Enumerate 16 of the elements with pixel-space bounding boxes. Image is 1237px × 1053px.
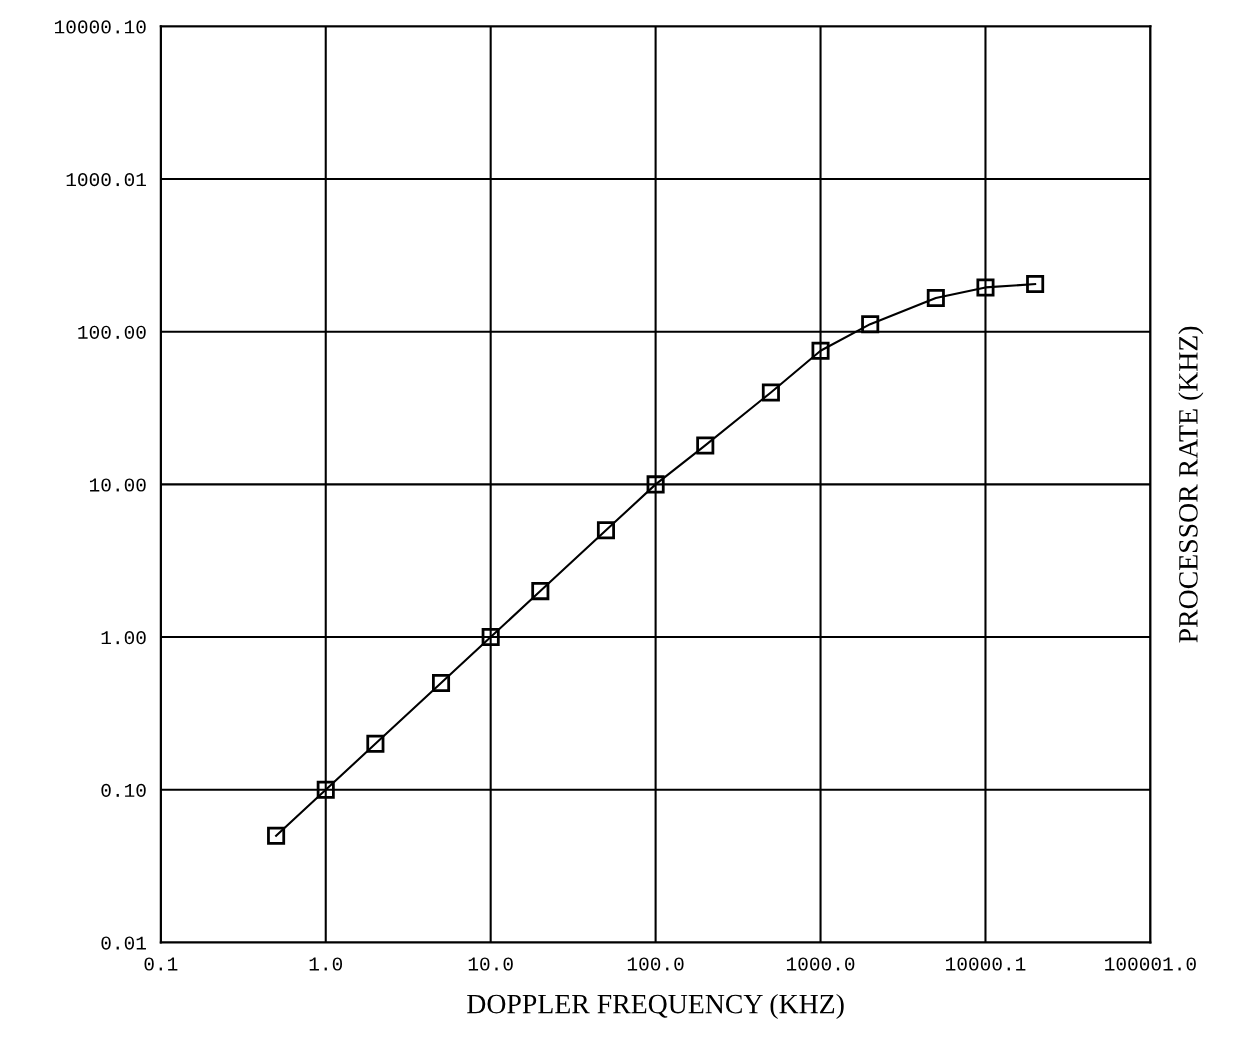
x-tick-label: 100.0 bbox=[627, 957, 684, 971]
x-tick-label: 1.0 bbox=[309, 957, 343, 971]
y-tick-label: 10000.10 bbox=[54, 20, 146, 34]
x-tick-label: 10.0 bbox=[468, 957, 513, 971]
y-tick-label: 100.00 bbox=[78, 325, 146, 339]
y-tick-label: 1.00 bbox=[101, 631, 146, 645]
x-tick-label: 1000.0 bbox=[786, 957, 855, 971]
y-tick-label: 10.00 bbox=[89, 478, 146, 492]
x-tick-label: 0.1 bbox=[144, 957, 178, 971]
y-tick-label: 0.10 bbox=[101, 783, 146, 797]
y-axis-title: PROCESSOR RATE (KHZ) bbox=[1178, 326, 1204, 643]
x-tick-label: 10000.1 bbox=[946, 957, 1026, 971]
x-tick-label: 100001.0 bbox=[1105, 957, 1196, 971]
x-axis-title: DOPPLER FREQUENCY (KHZ) bbox=[467, 993, 844, 1020]
y-tick-label: 1000.01 bbox=[66, 173, 146, 187]
y-tick-label: 0.01 bbox=[101, 936, 146, 950]
